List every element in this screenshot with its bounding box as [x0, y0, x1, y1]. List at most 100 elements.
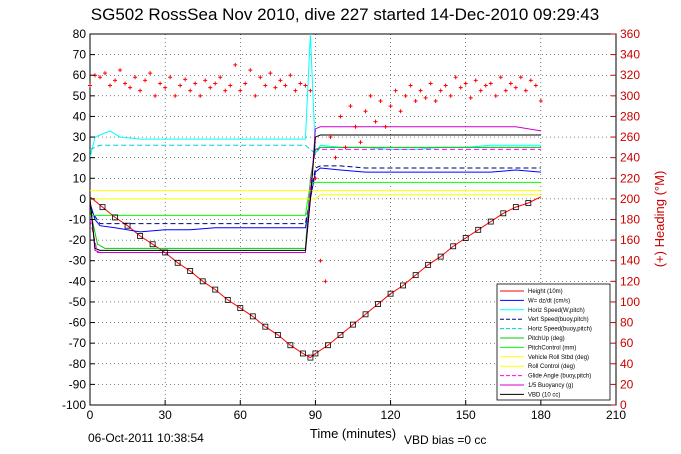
heading-point	[423, 95, 428, 100]
heading-point	[363, 109, 368, 114]
height-marker	[362, 311, 369, 318]
legend-label: Vehicle Roll Stbd (deg)	[528, 355, 589, 361]
y2-tick-label: 160	[620, 233, 640, 247]
heading-point	[353, 124, 358, 129]
heading-point	[273, 85, 278, 90]
y-tick-label: 40	[73, 109, 87, 123]
heading-point	[148, 71, 153, 76]
heading-point	[433, 98, 438, 103]
heading-point	[263, 83, 268, 88]
heading-point	[193, 81, 198, 86]
chart-title: SG502 RossSea Nov 2010, dive 227 started…	[91, 5, 599, 24]
heading-point	[118, 68, 123, 73]
height-marker	[375, 301, 381, 307]
y-axis-right-ticks: 3603403203002802602402202001801601401201…	[611, 27, 640, 412]
height-marker	[307, 354, 314, 361]
y2-tick-label: 320	[620, 68, 640, 82]
heading-point	[398, 109, 403, 114]
heading-point	[443, 83, 448, 88]
heading-point	[328, 135, 333, 140]
y-tick-label: -30	[69, 254, 87, 268]
y-tick-label: 0	[79, 192, 86, 206]
y-axis-left-ticks: 80 70 60 50 40 30 20 10 0 -10 -20 -30 -40 -50 -60 -70 -8…	[62, 27, 95, 412]
heading-point	[223, 88, 228, 93]
height-marker	[187, 268, 194, 274]
legend-label: W= dz/dt (cm/s)	[528, 298, 570, 304]
heading-point	[283, 83, 288, 88]
heading-point	[518, 75, 523, 80]
height-marker	[137, 233, 143, 239]
heading-point	[248, 68, 253, 73]
legend-label: Height (10m)	[528, 289, 563, 295]
x-tick-label: 210	[606, 408, 626, 422]
height-marker	[112, 214, 118, 221]
y-tick-label: 80	[73, 27, 87, 41]
y2-axis-label: (+) Heading (°M)	[652, 171, 667, 268]
y-tick-label: 10	[73, 171, 87, 185]
heading-point	[243, 81, 248, 86]
height-marker	[274, 332, 281, 338]
legend-label: PitchUp (deg)	[528, 336, 565, 342]
heading-point	[218, 75, 223, 80]
heading-point	[333, 155, 338, 160]
y-tick-label: 60	[73, 68, 87, 82]
y2-tick-label: 200	[620, 192, 640, 206]
heading-point	[213, 81, 218, 86]
heading-point	[278, 78, 283, 83]
heading-point	[293, 88, 298, 93]
vbd-bias-label: VBD bias =0 cc	[404, 433, 486, 447]
height-marker	[512, 204, 519, 211]
heading-point	[523, 88, 528, 93]
x-tick-label: 120	[381, 408, 401, 422]
heading-point	[438, 88, 443, 93]
series-layer	[90, 34, 542, 359]
height-marker	[500, 210, 507, 217]
height-marker	[300, 350, 306, 357]
height-marker	[487, 218, 494, 225]
heading-point	[133, 75, 138, 80]
y2-tick-label: 280	[620, 109, 640, 123]
legend-label: Horiz Speed(buoy,pitch)	[528, 327, 592, 333]
height-marker	[124, 222, 131, 229]
height-marker	[224, 296, 231, 303]
heading-point	[513, 85, 518, 90]
heading-point	[403, 93, 408, 98]
x-tick-label: 180	[531, 408, 551, 422]
heading-point	[173, 93, 178, 98]
legend-label: Glide Angle (buoy,pitch)	[528, 374, 591, 380]
y2-tick-label: 340	[620, 48, 640, 62]
y2-tick-label: 80	[620, 316, 634, 330]
height-marker	[337, 332, 344, 338]
y2-tick-label: 60	[620, 336, 634, 350]
height-marker	[450, 243, 457, 250]
x-axis-label: Time (minutes)	[310, 426, 396, 441]
series-line-11	[90, 134, 541, 251]
height-marker	[350, 321, 356, 328]
y2-tick-label: 240	[620, 151, 640, 165]
height-marker	[174, 259, 181, 266]
heading-point	[358, 140, 363, 145]
heading-point	[453, 75, 458, 80]
y-tick-label: 50	[73, 89, 87, 103]
heading-point	[318, 258, 323, 263]
y2-tick-label: 140	[620, 254, 640, 268]
heading-point	[478, 88, 483, 93]
y-tick-label: -40	[69, 274, 87, 288]
heading-point	[503, 88, 508, 93]
heading-point	[343, 145, 348, 150]
y-tick-label: 70	[73, 48, 87, 62]
height-marker	[149, 241, 156, 248]
y2-tick-label: 300	[620, 89, 640, 103]
heading-point	[468, 95, 473, 100]
heading-point	[258, 75, 263, 80]
heading-point	[203, 78, 208, 83]
heading-point	[188, 88, 193, 93]
heading-point	[123, 81, 128, 86]
heading-point	[268, 71, 273, 76]
height-marker	[475, 226, 482, 233]
x-tick-label: 90	[309, 408, 323, 422]
heading-point	[298, 81, 303, 86]
height-marker	[199, 278, 206, 285]
heading-point	[228, 83, 233, 88]
